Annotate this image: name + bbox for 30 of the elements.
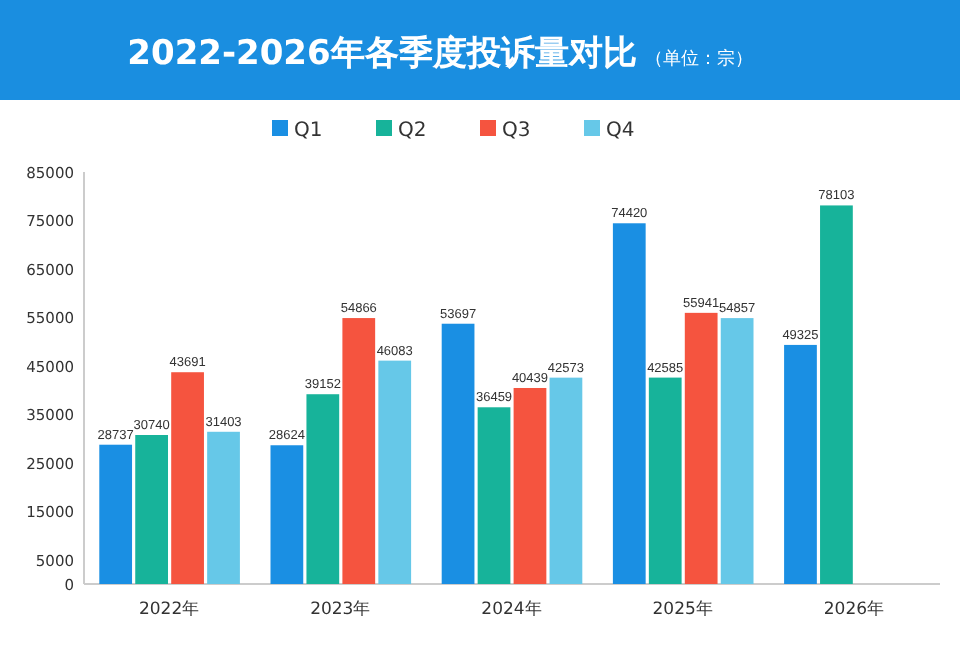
subtitle: （单位：宗） <box>644 50 753 70</box>
legend-label: Q4 <box>606 120 635 142</box>
bar <box>207 431 240 584</box>
bar <box>549 377 583 584</box>
bar <box>171 372 204 584</box>
bar <box>270 445 304 584</box>
chart-title: 2022-2026年各季度投诉量对比 <box>127 34 637 74</box>
bar <box>135 435 168 584</box>
title: 2022-2026年各季度投诉量对比 （单位：宗） <box>127 34 753 74</box>
bar <box>477 407 511 584</box>
bar <box>684 312 718 584</box>
legend-label: Q3 <box>502 120 531 142</box>
legend-label: Q2 <box>398 120 427 142</box>
bar <box>513 387 547 584</box>
bar <box>378 360 412 584</box>
x-tick-label: 2025年 <box>652 598 714 620</box>
bar <box>720 318 754 584</box>
bar <box>612 223 646 584</box>
bar <box>441 323 475 584</box>
x-tick-label: 2023年 <box>310 598 372 620</box>
bar <box>99 444 133 584</box>
x-tick-label: 2022年 <box>138 598 201 620</box>
x-tick-label: 2024年 <box>481 598 543 620</box>
x-tick-label: 2026年 <box>823 598 886 620</box>
bar <box>306 394 340 584</box>
bar <box>784 344 817 584</box>
bar <box>648 377 682 584</box>
bar <box>342 318 376 584</box>
legend-label: Q1 <box>294 120 323 142</box>
bar <box>820 205 853 584</box>
